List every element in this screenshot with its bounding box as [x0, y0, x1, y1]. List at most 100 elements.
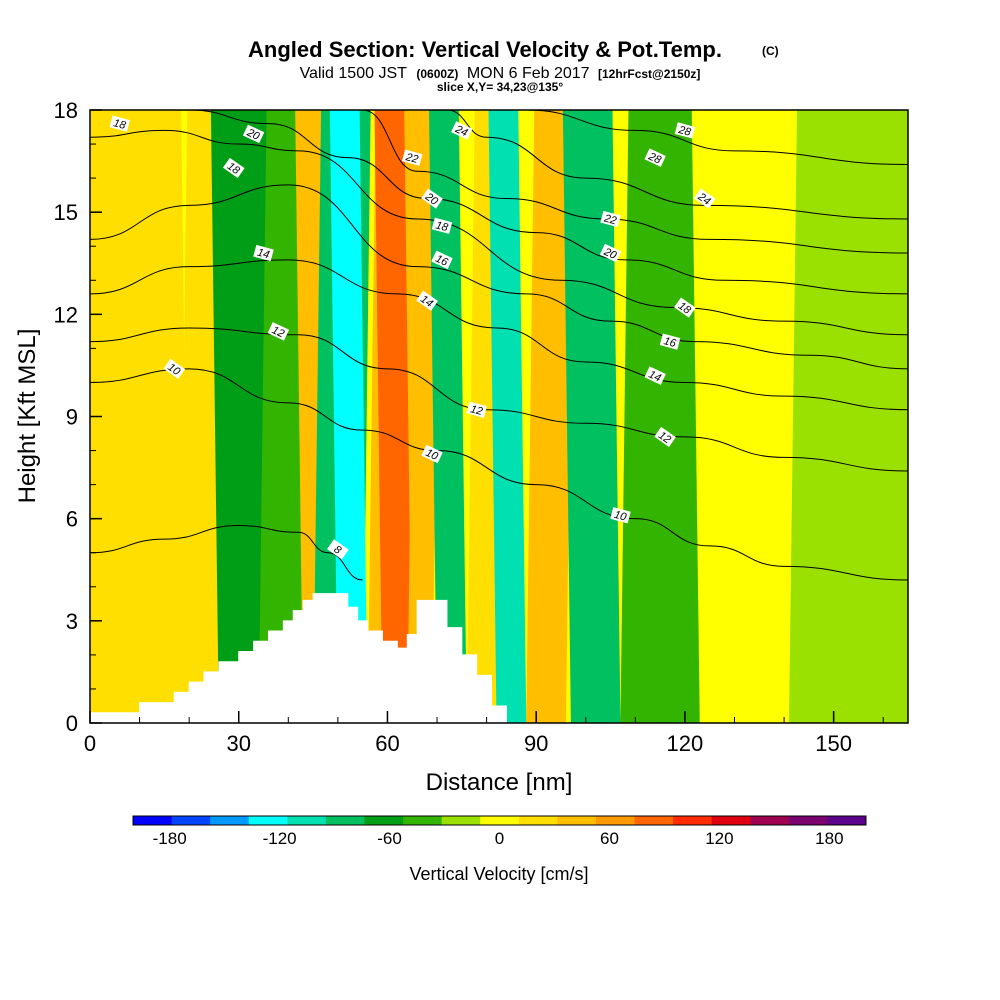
contour-label: 20	[242, 124, 265, 144]
contour-label: 12	[466, 401, 487, 418]
colorbar-tick-label: 0	[495, 829, 504, 848]
contour-label-bg	[416, 290, 438, 311]
theta-contour	[90, 327, 908, 472]
theta-contour	[446, 110, 908, 220]
colorbar-tick-label: -120	[263, 829, 297, 848]
contour-label-text: 12	[656, 429, 673, 446]
contour-label-bg	[222, 157, 245, 178]
velocity-band	[620, 110, 708, 723]
contour-label-text: 28	[676, 124, 693, 139]
chart-title: Angled Section: Vertical Velocity & Pot.…	[248, 37, 722, 62]
potential-temperature-contours	[90, 110, 908, 581]
colorbar-tick-label: 180	[815, 829, 843, 848]
contour-label-bg	[674, 122, 696, 139]
contour-label-bg	[600, 210, 621, 228]
colorbar-swatch	[673, 816, 713, 825]
colorbar-tick-label: -180	[153, 829, 187, 848]
colorbar-swatch	[133, 816, 173, 825]
colorbar-swatch	[403, 816, 443, 825]
contour-label: 18	[431, 217, 453, 234]
y-tick-label: 0	[66, 711, 78, 736]
contour-label-bg	[431, 250, 453, 270]
theta-contour	[362, 110, 908, 254]
contour-labels: 1820181412102224201816141210828282422201…	[109, 115, 716, 560]
colorbar-swatch	[750, 816, 790, 825]
y-tick-label: 15	[54, 200, 78, 225]
colorbar-tick-label: 120	[705, 829, 733, 848]
contour-label: 20	[599, 243, 622, 262]
colorbar-swatch	[248, 816, 288, 825]
y-tick-label: 6	[66, 507, 78, 532]
theta-contour	[90, 129, 908, 336]
contour-label-text: 14	[647, 369, 663, 385]
valid-time-line: Valid 1500 JST (0600Z) MON 6 Feb 2017 [1…	[300, 65, 701, 82]
contour-label: 12	[267, 322, 290, 341]
contour-label: 28	[644, 148, 666, 167]
forecast-tag: [12hrFcst@2150z]	[598, 67, 700, 81]
contour-label: 14	[416, 290, 438, 311]
theta-contour	[90, 368, 908, 581]
x-tick-label: 90	[524, 731, 548, 756]
contour-label: 22	[600, 210, 621, 228]
contour-label: 22	[401, 149, 423, 166]
contour-label: 8	[327, 539, 349, 560]
contour-label: 16	[659, 333, 681, 350]
y-axis-title: Height [Kft MSL]	[14, 329, 41, 504]
contour-label-text: 24	[452, 123, 469, 139]
contour-label: 16	[431, 250, 453, 270]
contour-label-text: 28	[646, 150, 664, 167]
theta-contour	[90, 259, 908, 411]
chart-title-suffix: (C)	[762, 44, 779, 58]
colorbar-swatch	[518, 816, 558, 825]
contour-label-text: 12	[270, 324, 286, 340]
velocity-band	[488, 110, 527, 723]
contour-label-bg	[693, 188, 716, 209]
theta-contour	[189, 110, 908, 295]
contour-label-bg	[163, 358, 186, 379]
contour-label: 18	[109, 115, 130, 132]
y-axis: 0 3 6 9 12 15 18	[54, 98, 102, 736]
contour-label-bg	[431, 217, 453, 234]
valid-prefix: Valid 1500 JST	[300, 65, 408, 82]
contour-label-text: 20	[601, 245, 619, 262]
contour-label-text: 16	[433, 253, 450, 269]
colorbar	[132, 815, 867, 826]
velocity-band	[329, 110, 368, 723]
x-tick-label: 0	[84, 731, 96, 756]
colorbar-swatch	[711, 816, 751, 825]
colorbar-tick-label: 60	[600, 829, 619, 848]
colorbar-swatch	[325, 816, 365, 825]
velocity-field	[90, 110, 908, 723]
x-tick-label: 60	[375, 731, 399, 756]
contour-label-text: 10	[613, 509, 629, 524]
colorbar-swatch	[827, 816, 867, 825]
colorbar-swatch	[441, 816, 481, 825]
contour-label: 28	[674, 122, 696, 139]
x-axis-title: Distance [nm]	[426, 769, 573, 796]
colorbar-title: Vertical Velocity [cm/s]	[409, 864, 588, 884]
contour-label-bg	[610, 507, 631, 524]
contour-label-text: 20	[244, 126, 262, 143]
velocity-band	[562, 110, 621, 723]
y-tick-label: 3	[66, 609, 78, 634]
contour-label: 10	[421, 444, 443, 464]
colorbar-swatch	[210, 816, 250, 825]
contour-label-bg	[401, 149, 423, 166]
theta-contour	[526, 110, 908, 165]
contour-label-bg	[654, 426, 676, 448]
y-tick-label: 12	[54, 302, 78, 327]
contour-label-bg	[242, 124, 265, 144]
contour-label-bg	[644, 366, 666, 385]
y-tick-label: 18	[54, 98, 78, 123]
velocity-band	[526, 110, 574, 723]
x-tick-label: 150	[815, 731, 852, 756]
colorbar-swatch	[171, 816, 211, 825]
x-axis: 0 30 60 90 120 150	[84, 711, 884, 756]
colorbar-swatch	[480, 816, 520, 825]
contour-label-text: 18	[112, 117, 128, 132]
velocity-band	[691, 110, 799, 723]
contour-label-text: 10	[424, 447, 441, 463]
contour-label-bg	[421, 444, 443, 464]
contour-label-bg	[327, 539, 349, 560]
